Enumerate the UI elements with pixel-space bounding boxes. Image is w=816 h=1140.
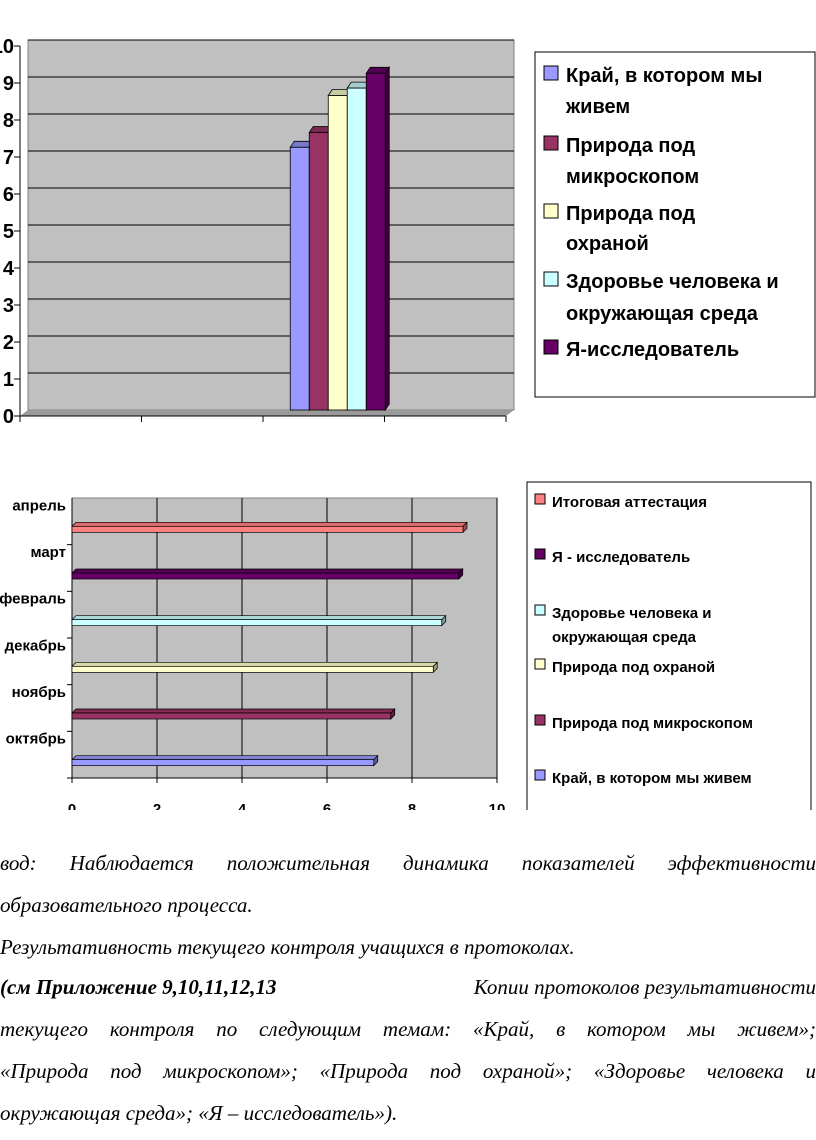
legend: Итоговая аттестация Я - исследователь Здор… bbox=[526, 481, 812, 810]
category-label: февраль bbox=[0, 591, 66, 608]
bar bbox=[365, 72, 386, 411]
legend-swatch bbox=[534, 714, 546, 726]
conclusion-line-1: вод: Наблюдается положительная динамика … bbox=[0, 851, 816, 875]
bar bbox=[71, 759, 375, 767]
legend-label: окружающая среда bbox=[552, 629, 697, 646]
y-tick-label: 1 bbox=[3, 369, 14, 391]
y-tick-label: 0 bbox=[3, 406, 14, 428]
x-tick-label: 2 bbox=[153, 801, 161, 810]
plot-area: 0 1 2 3 4 5 6 7 8 9 10 bbox=[0, 36, 515, 428]
category-label: март bbox=[30, 544, 66, 561]
bar-top bbox=[71, 755, 379, 761]
appendix-ref: (см Приложение 9,10,11,12,13 bbox=[0, 975, 277, 999]
category-label: ноябрь bbox=[12, 684, 66, 701]
y-tick-label: 9 bbox=[3, 73, 14, 95]
x-tick-label: 4 bbox=[238, 801, 247, 810]
legend-label: Край, в котором мы bbox=[566, 65, 762, 87]
bar-top bbox=[71, 521, 468, 527]
legend-label: Край, в котором мы живем bbox=[552, 770, 752, 787]
bar bbox=[71, 572, 460, 580]
appendix-line-3: «Природа под микроскопом»; «Природа под … bbox=[0, 1059, 816, 1083]
legend-label: Природа под микроскопом bbox=[552, 715, 753, 732]
legend-swatch bbox=[534, 493, 546, 505]
bar bbox=[289, 146, 310, 411]
legend-box bbox=[526, 481, 812, 810]
result-line: Результативность текущего контроля учащи… bbox=[0, 935, 575, 959]
bar bbox=[71, 619, 443, 627]
x-tick-label: 6 bbox=[323, 801, 331, 810]
y-tick-label: 10 bbox=[0, 36, 14, 58]
legend-swatch bbox=[543, 135, 559, 151]
y-tick-label: 7 bbox=[3, 147, 14, 169]
bar bbox=[71, 525, 464, 533]
legend-label: Здоровье человека и bbox=[566, 271, 779, 293]
legend-swatch bbox=[543, 339, 559, 355]
legend-label: окружающая среда bbox=[566, 303, 759, 325]
appendix-line-1: (см Приложение 9,10,11,12,13 Копии проток… bbox=[0, 972, 816, 1002]
bar-top bbox=[71, 661, 439, 667]
legend: Край, в котором мы живем Природа под микрос… bbox=[534, 51, 816, 398]
bar bbox=[71, 665, 434, 673]
x-tick-label: 10 bbox=[489, 801, 506, 810]
x-tick-label: 0 bbox=[68, 801, 76, 810]
horizontal-bar-chart: 0 2 4 6 8 10 октябрь ноябрь декабрь февраль март ап… bbox=[0, 481, 812, 810]
x-tick-label: 8 bbox=[408, 801, 416, 810]
legend-label: охраной bbox=[566, 233, 649, 255]
y-tick-label: 2 bbox=[3, 332, 14, 354]
legend-label: Я-исследователь bbox=[566, 339, 739, 361]
legend-swatch bbox=[534, 769, 546, 781]
plot-background bbox=[71, 497, 498, 779]
vertical-bar-chart: 0 1 2 3 4 5 6 7 8 9 10 Край, в котором мы живем Прир… bbox=[0, 36, 816, 428]
bar-side bbox=[384, 65, 390, 412]
bar bbox=[71, 712, 392, 720]
legend-label: Итоговая аттестация bbox=[552, 494, 707, 511]
legend-label: Природа под bbox=[566, 135, 695, 157]
y-tick-label: 3 bbox=[3, 295, 14, 317]
bar-top bbox=[71, 708, 396, 714]
bar bbox=[327, 95, 348, 411]
legend-swatch bbox=[534, 658, 546, 670]
y-tick-label: 4 bbox=[3, 258, 15, 280]
category-label: декабрь bbox=[5, 637, 66, 654]
y-tick-label: 5 bbox=[3, 221, 14, 243]
legend-swatch bbox=[534, 548, 546, 560]
y-tick-label: 6 bbox=[3, 184, 14, 206]
appendix-line-4: окружающая среда»; «Я – исследователь»). bbox=[0, 1101, 398, 1125]
plot-floor bbox=[20, 410, 514, 416]
conclusion-line-2: образовательного процесса. bbox=[0, 893, 253, 917]
legend-swatch bbox=[543, 271, 559, 287]
plot-area: 0 2 4 6 8 10 октябрь ноябрь декабрь февраль март ап… bbox=[0, 497, 505, 810]
legend-label: Я - исследователь bbox=[552, 549, 690, 566]
legend-swatch bbox=[543, 65, 559, 81]
legend-label: Природа под bbox=[566, 203, 695, 225]
bar-top bbox=[365, 66, 390, 74]
legend-swatch bbox=[543, 203, 559, 219]
legend-label: живем bbox=[565, 96, 630, 118]
legend-box bbox=[534, 51, 816, 398]
category-label: апрель bbox=[12, 497, 66, 514]
y-tick-label: 8 bbox=[3, 110, 14, 132]
legend-label: Природа под охраной bbox=[552, 659, 715, 676]
bar-top bbox=[71, 615, 447, 621]
appendix-line-2: текущего контроля по следующим темам: «К… bbox=[0, 1017, 816, 1041]
category-label: октябрь bbox=[6, 731, 66, 748]
bar-top bbox=[71, 568, 464, 574]
appendix-rest: Копии протоколов результативности bbox=[473, 975, 816, 999]
bar bbox=[308, 132, 329, 411]
bar bbox=[346, 87, 367, 411]
legend-label: Здоровье человека и bbox=[552, 605, 712, 622]
legend-label: микроскопом bbox=[566, 166, 699, 188]
legend-swatch bbox=[534, 604, 546, 616]
